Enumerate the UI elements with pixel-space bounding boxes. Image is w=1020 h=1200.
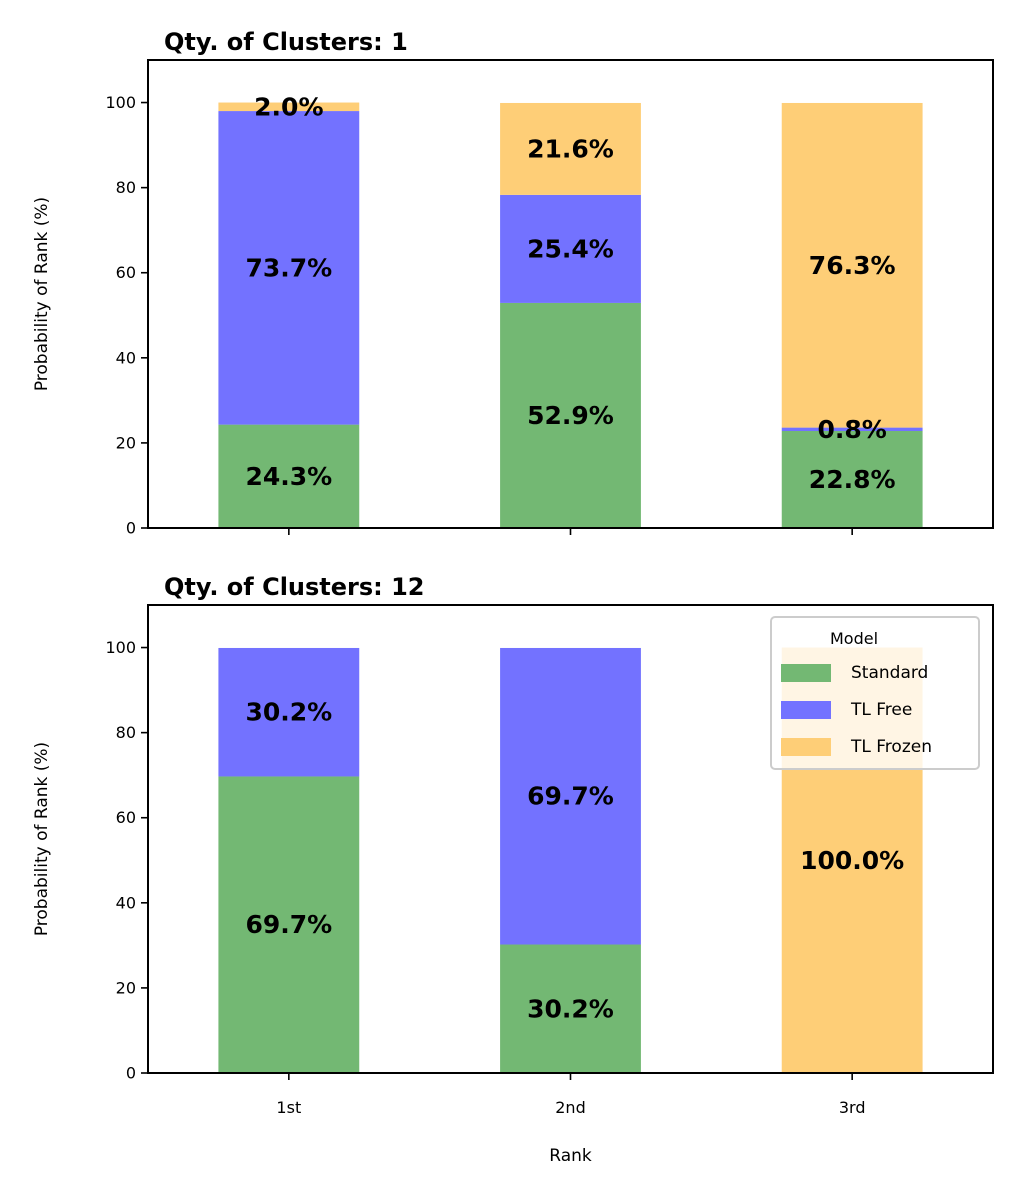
legend-box — [770, 616, 980, 770]
x-tick-label: 1st — [276, 1098, 301, 1117]
legend-title: Model — [830, 629, 878, 648]
legend-label: Standard — [851, 663, 928, 683]
y-tick-label: 20 — [116, 433, 136, 452]
y-axis-label: Probability of Rank (%) — [32, 197, 52, 391]
legend-swatch-standard — [781, 664, 831, 682]
legend-swatch-tl-frozen — [781, 738, 831, 756]
data-label: 25.4% — [527, 234, 614, 263]
bar-tl-free — [218, 647, 360, 777]
bar-tl-free — [500, 647, 641, 945]
y-tick-label: 80 — [116, 178, 136, 197]
y-tick-label: 0 — [126, 1064, 136, 1083]
bar-tl-frozen — [500, 102, 641, 195]
panel-title: Qty. of Clusters: 1 — [164, 28, 408, 56]
y-tick-label: 0 — [126, 519, 136, 538]
data-label: 52.9% — [527, 401, 614, 430]
y-tick-label: 40 — [116, 348, 136, 367]
legend-label: TL Free — [850, 700, 912, 720]
data-label: 21.6% — [527, 134, 614, 163]
legend-swatch-tl-free — [781, 701, 831, 719]
x-tick-label: 3rd — [839, 1098, 866, 1117]
panel-title: Qty. of Clusters: 12 — [164, 573, 425, 601]
y-tick-label: 40 — [116, 893, 136, 912]
y-tick-label: 60 — [116, 263, 136, 282]
bar-tl-frozen — [218, 102, 360, 112]
bar-standard — [218, 424, 360, 528]
y-tick-label: 20 — [116, 978, 136, 997]
bar-standard — [500, 944, 641, 1073]
bar-tl-frozen — [781, 102, 923, 428]
data-label: 24.3% — [245, 462, 332, 491]
bar-standard — [218, 776, 360, 1073]
data-label: 0.8% — [817, 415, 886, 444]
data-label: 30.2% — [527, 994, 614, 1023]
data-label: 73.7% — [245, 253, 332, 282]
data-label: 22.8% — [809, 465, 896, 494]
y-tick-label: 80 — [116, 723, 136, 742]
data-label: 69.7% — [245, 910, 332, 939]
x-tick-label: 2nd — [555, 1098, 585, 1117]
data-label: 76.3% — [809, 251, 896, 280]
y-axis-label: Probability of Rank (%) — [32, 742, 52, 936]
legend-label: TL Frozen — [850, 737, 932, 757]
y-tick-label: 60 — [116, 808, 136, 827]
bar-tl-free — [500, 194, 641, 303]
bar-standard — [781, 430, 923, 528]
data-label: 100.0% — [800, 846, 904, 875]
y-tick-label: 100 — [105, 93, 136, 112]
data-label: 2.0% — [254, 92, 323, 121]
x-axis-label: Rank — [549, 1146, 592, 1166]
bar-tl-free — [781, 427, 923, 431]
data-label: 69.7% — [527, 782, 614, 811]
data-label: 30.2% — [245, 698, 332, 727]
bar-standard — [500, 302, 641, 528]
y-tick-label: 100 — [105, 638, 136, 657]
bar-tl-free — [218, 111, 360, 425]
